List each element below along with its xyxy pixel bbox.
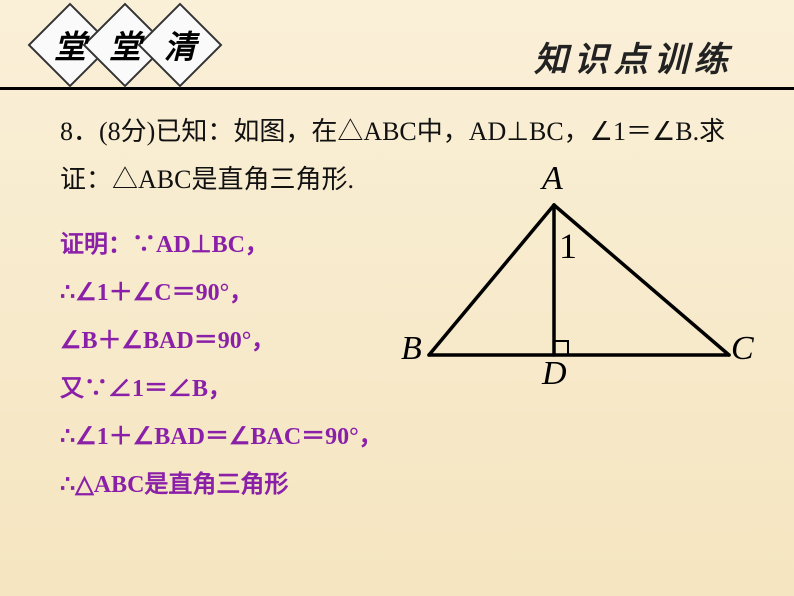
vertex-D-label: D: [542, 355, 567, 393]
diamond-char-3: 清: [150, 15, 210, 75]
diamond-char-1: 堂: [40, 15, 100, 75]
problem-line-1: 8．(8分)已知：如图，在△ABC中，AD⊥BC，∠1＝∠B.求: [60, 108, 734, 156]
diamond-char-2: 堂: [95, 15, 155, 75]
proof-step-6: ∴△ABC是直角三角形: [60, 462, 734, 508]
content-area: 8．(8分)已知：如图，在△ABC中，AD⊥BC，∠1＝∠B.求 证：△ABC是…: [0, 90, 794, 508]
header-right-title: 知识点训练: [534, 32, 734, 81]
header: 堂 堂 清 知识点训练: [0, 0, 794, 90]
triangle-svg: [399, 185, 759, 395]
vertex-B-label: B: [401, 330, 422, 368]
vertex-A-label: A: [542, 160, 563, 198]
vertex-C-label: C: [731, 330, 754, 368]
angle-1-label: 1: [559, 225, 577, 267]
triangle-figure: A B C D 1: [399, 185, 759, 395]
proof-title: 证明：: [60, 232, 132, 258]
proof-step-5: ∴∠1＋∠BAD＝∠BAC＝90°，: [60, 414, 734, 460]
